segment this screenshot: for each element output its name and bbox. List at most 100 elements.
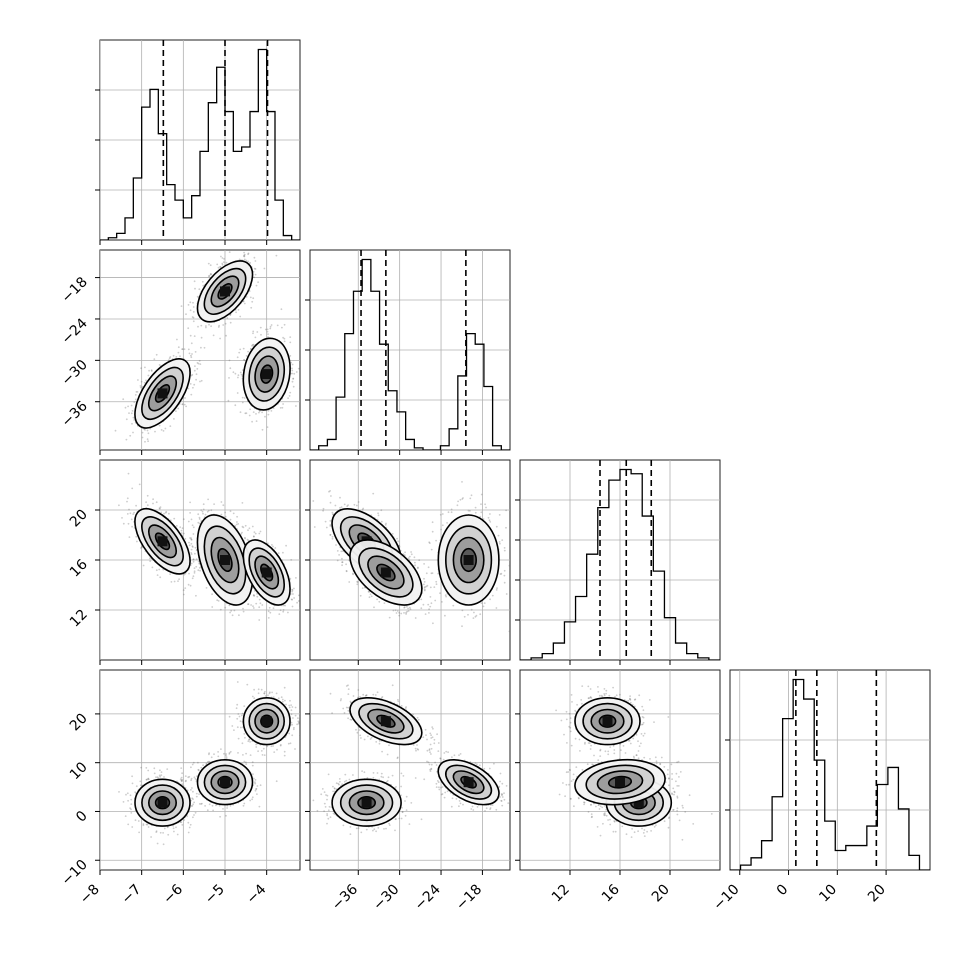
sample-point bbox=[139, 385, 142, 387]
sample-point bbox=[329, 534, 332, 536]
sample-point bbox=[187, 304, 190, 306]
sample-point bbox=[132, 431, 134, 434]
sample-point bbox=[192, 533, 195, 535]
y-tick-label: 16 bbox=[67, 556, 91, 580]
sample-point bbox=[252, 332, 254, 335]
sample-point bbox=[267, 610, 270, 613]
sample-point bbox=[266, 426, 269, 428]
sample-point bbox=[243, 397, 246, 399]
sample-point bbox=[253, 256, 256, 259]
sample-point bbox=[134, 394, 137, 396]
sample-point bbox=[247, 253, 250, 256]
sample-point bbox=[380, 509, 383, 512]
sample-point bbox=[255, 284, 258, 287]
sample-point bbox=[192, 386, 194, 389]
sample-point bbox=[244, 412, 247, 415]
sample-point bbox=[479, 613, 482, 616]
sample-point bbox=[176, 338, 178, 341]
sample-point bbox=[225, 334, 228, 337]
sample-point bbox=[158, 568, 161, 571]
sample-point bbox=[128, 412, 130, 414]
sample-point bbox=[257, 281, 259, 284]
panel-content bbox=[100, 40, 300, 240]
sample-point bbox=[149, 560, 152, 563]
sample-point bbox=[228, 604, 231, 607]
sample-point bbox=[193, 567, 196, 570]
sample-point bbox=[259, 326, 262, 329]
histogram-p1 bbox=[100, 48, 300, 240]
sample-point bbox=[136, 540, 138, 543]
sample-point bbox=[146, 504, 149, 507]
sample-point bbox=[229, 321, 232, 324]
sample-point bbox=[440, 528, 442, 531]
panel-content bbox=[100, 250, 300, 450]
sample-point bbox=[269, 611, 272, 614]
sample-point bbox=[224, 322, 227, 325]
sample-point bbox=[198, 562, 201, 565]
sample-point bbox=[330, 495, 332, 497]
sample-point bbox=[231, 614, 234, 617]
sample-point bbox=[200, 336, 203, 339]
sample-point bbox=[384, 524, 387, 526]
sample-point bbox=[230, 609, 233, 612]
sample-point bbox=[190, 538, 193, 541]
sample-point bbox=[198, 516, 201, 519]
sample-point bbox=[410, 553, 413, 556]
sample-point bbox=[131, 410, 134, 412]
sample-point bbox=[221, 263, 224, 266]
sample-point bbox=[179, 355, 181, 358]
sample-point bbox=[291, 372, 293, 375]
sample-point bbox=[207, 498, 210, 501]
sample-point bbox=[328, 490, 330, 493]
sample-point bbox=[291, 380, 294, 383]
sample-point bbox=[138, 483, 141, 486]
sample-point bbox=[208, 323, 210, 326]
sample-point bbox=[355, 504, 358, 507]
sample-point bbox=[243, 258, 246, 261]
sample-point bbox=[173, 580, 176, 583]
panel-content bbox=[310, 460, 510, 660]
sample-point bbox=[226, 317, 229, 319]
sample-point bbox=[341, 561, 344, 564]
sample-point bbox=[144, 429, 146, 431]
sample-point bbox=[251, 420, 254, 423]
sample-point bbox=[252, 535, 255, 538]
sample-point bbox=[180, 529, 183, 532]
sample-point bbox=[192, 560, 195, 563]
sample-point bbox=[272, 607, 275, 610]
sample-point bbox=[192, 301, 194, 304]
sample-point bbox=[503, 549, 506, 552]
sample-point bbox=[181, 403, 184, 405]
sample-point bbox=[200, 346, 202, 349]
sample-point bbox=[158, 364, 161, 366]
sample-point bbox=[256, 331, 259, 333]
sample-point bbox=[295, 405, 297, 407]
sample-point bbox=[324, 520, 327, 523]
y-tick-label: −24 bbox=[59, 315, 91, 347]
sample-point bbox=[505, 509, 507, 512]
sample-point bbox=[126, 497, 129, 500]
sample-point bbox=[279, 407, 282, 409]
sample-point bbox=[144, 440, 146, 443]
sample-point bbox=[261, 411, 263, 414]
sample-point bbox=[341, 557, 343, 560]
sample-point bbox=[244, 536, 246, 539]
hist-panel-p1 bbox=[95, 39, 301, 245]
sample-point bbox=[175, 356, 178, 358]
sample-point bbox=[232, 371, 235, 374]
sample-point bbox=[135, 391, 138, 393]
sample-point bbox=[221, 262, 224, 265]
sample-point bbox=[289, 577, 292, 580]
sample-point bbox=[282, 610, 285, 613]
sample-point bbox=[142, 564, 145, 567]
sample-point bbox=[240, 373, 243, 376]
sample-point bbox=[229, 611, 232, 614]
sample-point bbox=[129, 434, 132, 437]
sample-point bbox=[244, 524, 247, 527]
sample-point bbox=[128, 508, 130, 511]
sample-point bbox=[189, 501, 192, 504]
sample-point bbox=[173, 418, 175, 420]
sample-point bbox=[332, 513, 334, 516]
sample-point bbox=[192, 575, 195, 578]
sample-point bbox=[488, 519, 491, 522]
